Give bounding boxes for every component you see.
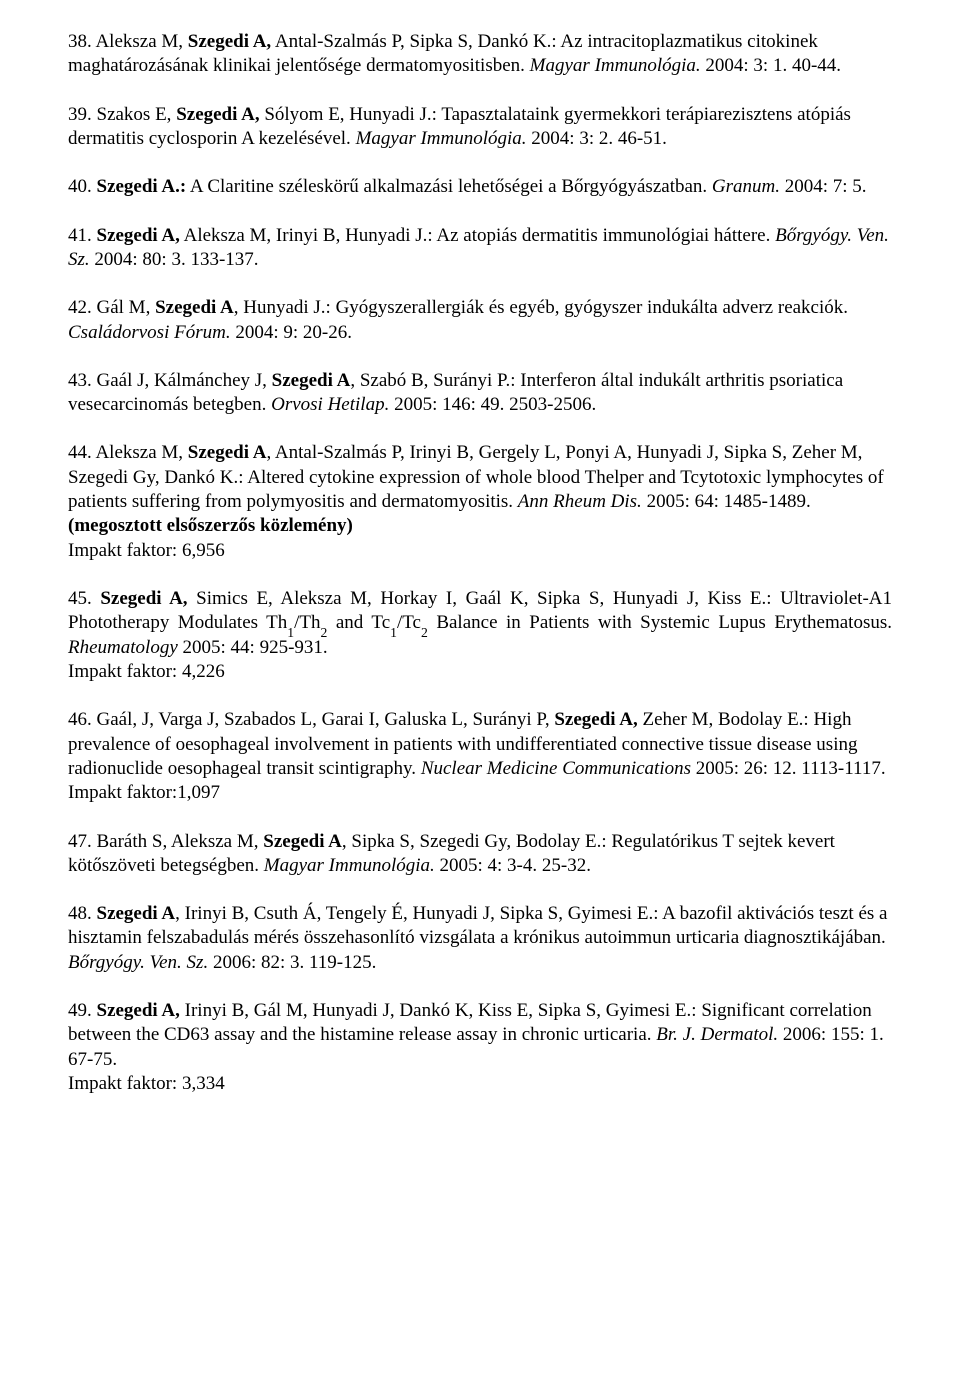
reference-entry: 40. Szegedi A.: A Claritine széleskörű a… [68,175,892,199]
reference-entry: 47. Baráth S, Aleksza M, Szegedi A, Sipk… [68,830,892,879]
reference-entry: 44. Aleksza M, Szegedi A, Antal-Szalmás … [68,441,892,563]
reference-entry: 46. Gaál, J, Varga J, Szabados L, Garai … [68,708,892,805]
reference-entry: 45. Szegedi A, Simics E, Aleksza M, Hork… [68,587,892,684]
reference-entry: 41. Szegedi A, Aleksza M, Irinyi B, Huny… [68,224,892,273]
reference-entry: 39. Szakos E, Szegedi A, Sólyom E, Hunya… [68,103,892,152]
reference-entry: 49. Szegedi A, Irinyi B, Gál M, Hunyadi … [68,999,892,1096]
reference-entry: 38. Aleksza M, Szegedi A, Antal-Szalmás … [68,30,892,79]
reference-entry: 48. Szegedi A, Irinyi B, Csuth Á, Tengel… [68,902,892,975]
reference-entry: 43. Gaál J, Kálmánchey J, Szegedi A, Sza… [68,369,892,418]
reference-entry: 42. Gál M, Szegedi A, Hunyadi J.: Gyógys… [68,296,892,345]
reference-list: 38. Aleksza M, Szegedi A, Antal-Szalmás … [68,30,892,1096]
